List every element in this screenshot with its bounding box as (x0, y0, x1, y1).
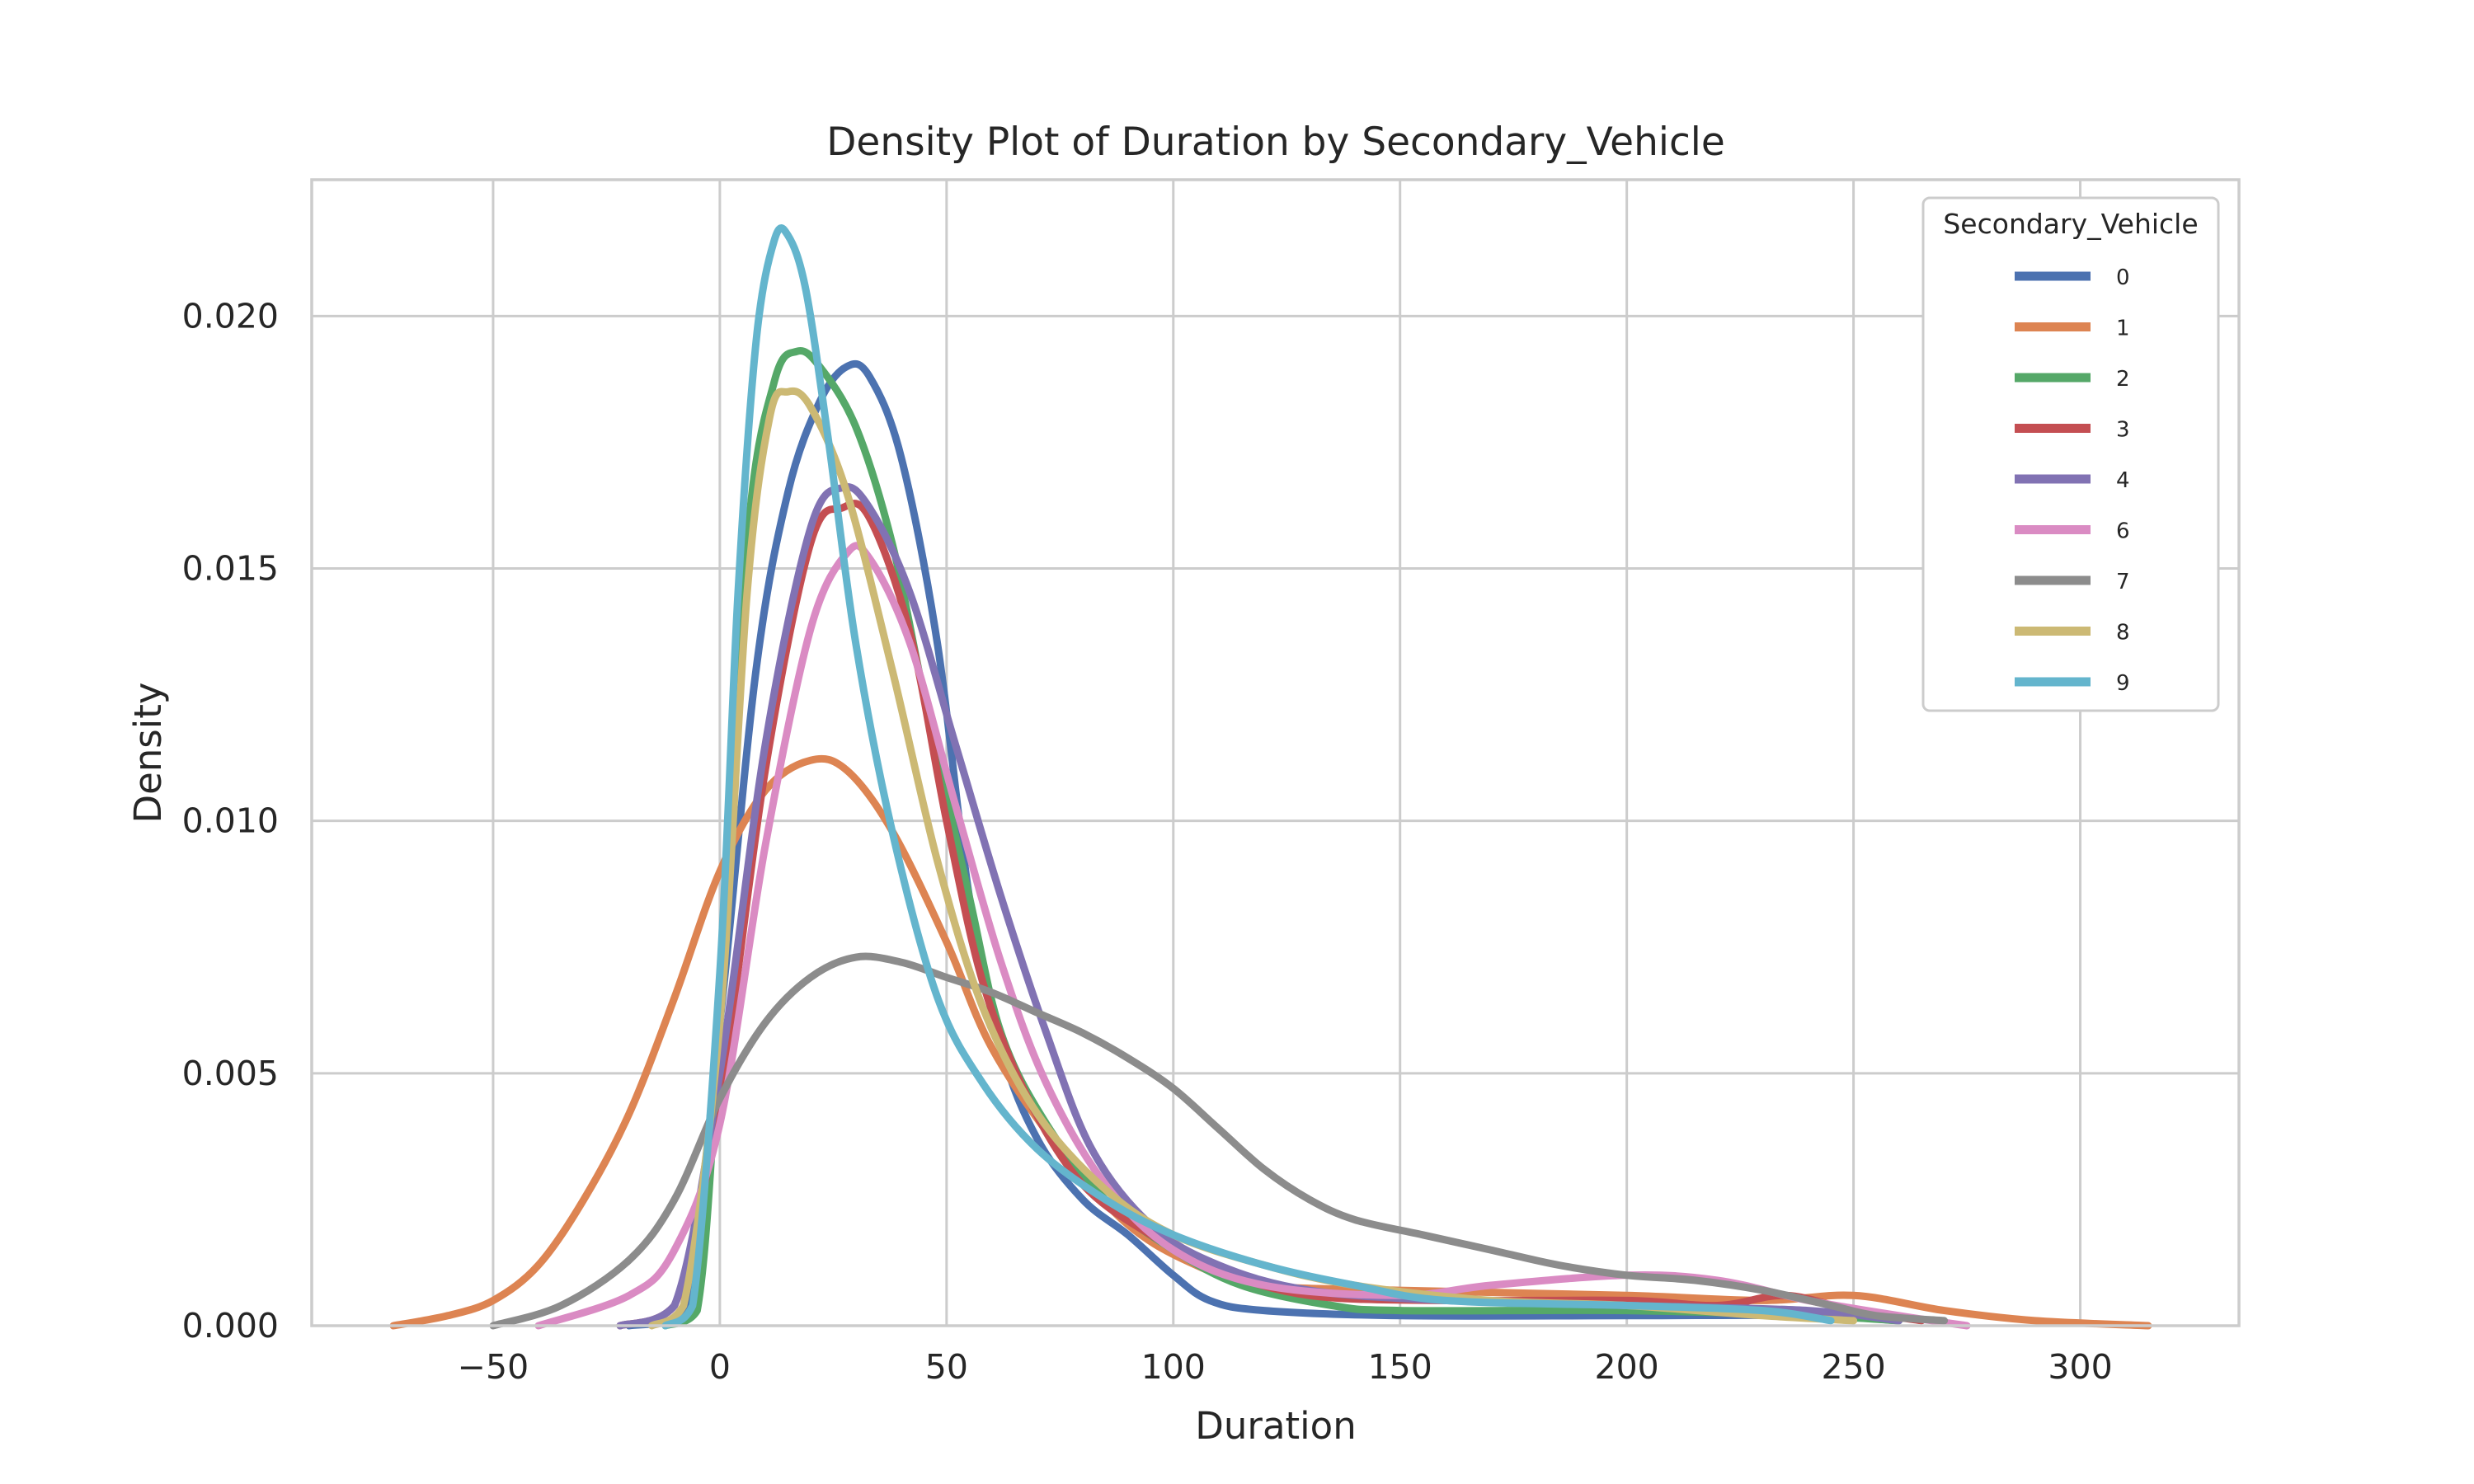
legend: Secondary_Vehicle 0 1 2 3 4 6 7 8 9 (1921, 196, 2220, 712)
series-line-7 (489, 952, 1949, 1330)
plot-frame (310, 178, 2241, 1327)
x-tick-label: 200 (1595, 1347, 1659, 1387)
x-tick-label: 300 (2048, 1347, 2112, 1387)
legend-label-1: 1 (2116, 317, 2130, 341)
series-layer (389, 224, 2152, 1330)
legend-label-8: 8 (2116, 621, 2130, 646)
y-tick-label: 0.000 (182, 1306, 279, 1345)
legend-label-0: 0 (2116, 265, 2130, 290)
y-tick-label: 0.010 (182, 801, 279, 841)
series-line-9 (661, 224, 1835, 1330)
x-tick-label: 0 (709, 1347, 731, 1387)
y-tick-label: 0.005 (182, 1054, 279, 1093)
legend-label-3: 3 (2116, 418, 2130, 443)
chart-title: Density Plot of Duration by Secondary_Ve… (826, 120, 1725, 165)
x-tick-label: 150 (1368, 1347, 1432, 1387)
legend-label-6: 6 (2116, 519, 2130, 544)
legend-box (1921, 196, 2220, 712)
x-tick-label: 250 (1821, 1347, 1885, 1387)
legend-label-7: 7 (2116, 570, 2130, 594)
x-tick-label: 100 (1141, 1347, 1206, 1387)
x-tick-label: 50 (925, 1347, 968, 1387)
series-line-8 (647, 387, 1858, 1330)
series-line-1 (389, 754, 2152, 1330)
legend-items: 0 1 2 3 4 6 7 8 9 (2015, 265, 2130, 696)
legend-label-9: 9 (2116, 671, 2130, 696)
x-tick-label: −50 (458, 1347, 529, 1387)
x-tick-labels: −50 0 50 100 150 200 250 300 (458, 1347, 2113, 1387)
legend-label-4: 4 (2116, 468, 2130, 493)
legend-title: Secondary_Vehicle (1943, 208, 2198, 240)
y-tick-label: 0.020 (182, 296, 279, 336)
y-tick-labels: 0.000 0.005 0.010 0.015 0.020 (182, 296, 279, 1345)
series-line-6 (534, 542, 1971, 1330)
legend-label-2: 2 (2116, 367, 2130, 392)
y-tick-label: 0.015 (182, 548, 279, 588)
series-line-3 (616, 500, 1926, 1330)
y-axis-label: Density (126, 682, 170, 823)
x-axis-label: Duration (1195, 1404, 1356, 1448)
